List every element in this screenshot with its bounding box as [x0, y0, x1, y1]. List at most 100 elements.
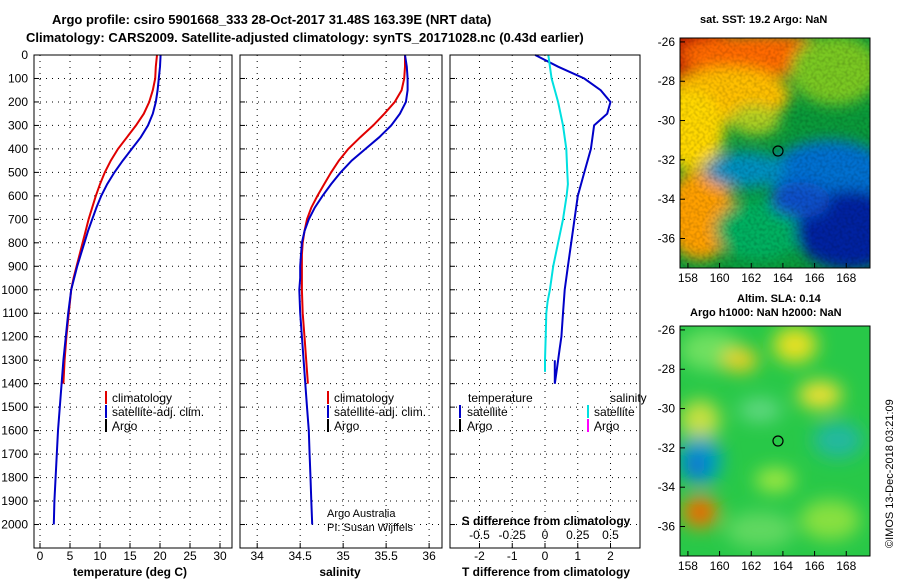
map-x-tick-label: 164: [773, 271, 793, 285]
map-x-tick-label: 160: [710, 271, 730, 285]
y-tick-label: 0: [21, 48, 28, 62]
x-tick-label: 35.5: [374, 549, 398, 563]
plot-frame: [239, 54, 443, 549]
map-y-tick-label: -26: [658, 35, 676, 49]
salinity-xlabel: salinity: [319, 565, 361, 579]
y-tick-label: 1200: [1, 330, 28, 344]
map-x-tick-label: 158: [678, 559, 698, 573]
series-line-satellite-adj-clim-: [298, 54, 409, 525]
map-y-tick-label: -28: [658, 74, 676, 88]
y-tick-label: 300: [8, 118, 28, 132]
top-tick-label: 0: [542, 528, 549, 542]
y-tick-label: 600: [8, 189, 28, 203]
top-tick-label: -0.5: [469, 528, 490, 542]
x-tick-label: 10: [93, 549, 107, 563]
top-tick-label: 0.5: [602, 528, 619, 542]
sla-map-title-line1: Altim. SLA: 0.14: [737, 293, 822, 305]
sst-map-axes: 158 160 162 164 166 168 -26 -28 -30 -32 -34 -36: [658, 35, 857, 285]
y-tick-label: 500: [8, 165, 28, 179]
x-tick-label: 35: [336, 549, 350, 563]
legend-label-satellite: satellite-adj. clim.: [334, 405, 426, 419]
x-tick-label: 5: [67, 549, 74, 563]
top-tick-label: -0.25: [499, 528, 527, 542]
x-tick-label: 2: [607, 549, 614, 563]
y-tick-label: 200: [8, 95, 28, 109]
x-tick-label: 1: [574, 549, 581, 563]
x-tick-label: 15: [123, 549, 137, 563]
y-tick-label: 1800: [1, 471, 28, 485]
map-x-tick-label: 166: [805, 271, 825, 285]
map-y-tick-label: -36: [658, 232, 676, 246]
series-line-climatology: [300, 55, 406, 384]
map-y-tick-label: -30: [658, 114, 676, 128]
plot-frame: [449, 54, 641, 549]
map-y-tick-label: -34: [658, 192, 676, 206]
difference-panel: -2 -1 0 1 2 -0.5 -0.25 0 0.25 0.5: [449, 54, 641, 563]
temperature-panel: 0 5 10 15 20 25 300100200300400500600700800900…: [1, 48, 233, 563]
y-tick-label: 1900: [1, 494, 28, 508]
y-tick-label: 1100: [2, 306, 28, 320]
sst-map-image: [680, 38, 870, 268]
y-tick-label: 1500: [1, 400, 28, 414]
x-tick-label: 30: [213, 549, 227, 563]
legend-title-temperature: temperature: [468, 391, 533, 405]
x-tick-label: 34.5: [288, 549, 312, 563]
series-line-satellite-adj-clim-: [52, 54, 162, 525]
argo-credit-line1: Argo Australia: [327, 508, 396, 520]
y-tick-label: 100: [8, 71, 28, 85]
sla-argo-position-marker: [772, 435, 784, 447]
map-x-tick-label: 164: [773, 559, 793, 573]
difference-legend: temperature salinity satellite Argo sate…: [459, 391, 647, 433]
y-tick-label: 1600: [1, 424, 28, 438]
legend-label-s-satellite: satellite: [594, 405, 635, 419]
sst-map-title: sat. SST: 19.2 Argo: NaN: [700, 14, 827, 26]
top-tick-label: 0.25: [566, 528, 590, 542]
imos-credit: ©IMOS 13-Dec-2018 03:21:09: [884, 399, 896, 548]
sla-map-title-line2: Argo h1000: NaN h2000: NaN: [690, 307, 842, 319]
y-tick-label: 800: [8, 236, 28, 250]
x-tick-label: -1: [507, 549, 518, 563]
legend-label-t-argo: Argo: [467, 419, 493, 433]
y-tick-label: 2000: [1, 518, 28, 532]
temperature-legend: climatology satellite-adj. clim. Argo: [105, 391, 204, 433]
map-y-tick-label: -28: [658, 362, 676, 376]
y-tick-label: 1300: [1, 353, 28, 367]
map-x-tick-label: 168: [836, 559, 856, 573]
difference-top-xlabel: S difference from climatology: [462, 514, 631, 528]
map-y-tick-label: -32: [658, 153, 676, 167]
map-x-tick-label: 162: [741, 559, 761, 573]
legend-label-argo: Argo: [334, 419, 360, 433]
legend-title-salinity: salinity: [610, 391, 647, 405]
map-x-tick-label: 158: [678, 271, 698, 285]
y-tick-label: 1700: [1, 447, 28, 461]
map-y-tick-label: -36: [658, 520, 676, 534]
y-tick-label: 1000: [1, 283, 28, 297]
map-x-tick-label: 162: [741, 271, 761, 285]
argo-credit-line2: PI: Susan Wijffels: [327, 522, 413, 534]
legend-label-t-satellite: satellite: [467, 405, 508, 419]
sla-map-image: [680, 326, 870, 556]
y-tick-label: 700: [8, 212, 28, 226]
y-tick-label: 400: [8, 142, 28, 156]
x-tick-label: 36: [422, 549, 436, 563]
legend-label-argo: Argo: [112, 419, 138, 433]
legend-label-climatology: climatology: [112, 391, 172, 405]
sst-map-frame: [679, 37, 871, 269]
x-tick-label: 20: [153, 549, 167, 563]
legend-label-climatology: climatology: [334, 391, 394, 405]
sst-argo-position-marker: [772, 145, 784, 157]
sla-map-frame: [679, 325, 871, 557]
series-line-temperature-satellite: [534, 54, 612, 384]
x-tick-label: 0: [37, 549, 44, 563]
map-y-tick-label: -26: [658, 323, 676, 337]
y-tick-label: 900: [8, 259, 28, 273]
legend-label-s-argo: Argo: [594, 419, 620, 433]
temperature-xlabel: temperature (deg C): [73, 565, 187, 579]
map-y-tick-label: -34: [658, 480, 676, 494]
y-tick-label: 1400: [1, 377, 28, 391]
salinity-legend: climatology satellite-adj. clim. Argo: [327, 391, 426, 433]
x-tick-label: 25: [183, 549, 197, 563]
figure-title-line2: Climatology: CARS2009. Satellite-adjuste…: [26, 30, 584, 45]
x-tick-label: 0: [542, 549, 549, 563]
